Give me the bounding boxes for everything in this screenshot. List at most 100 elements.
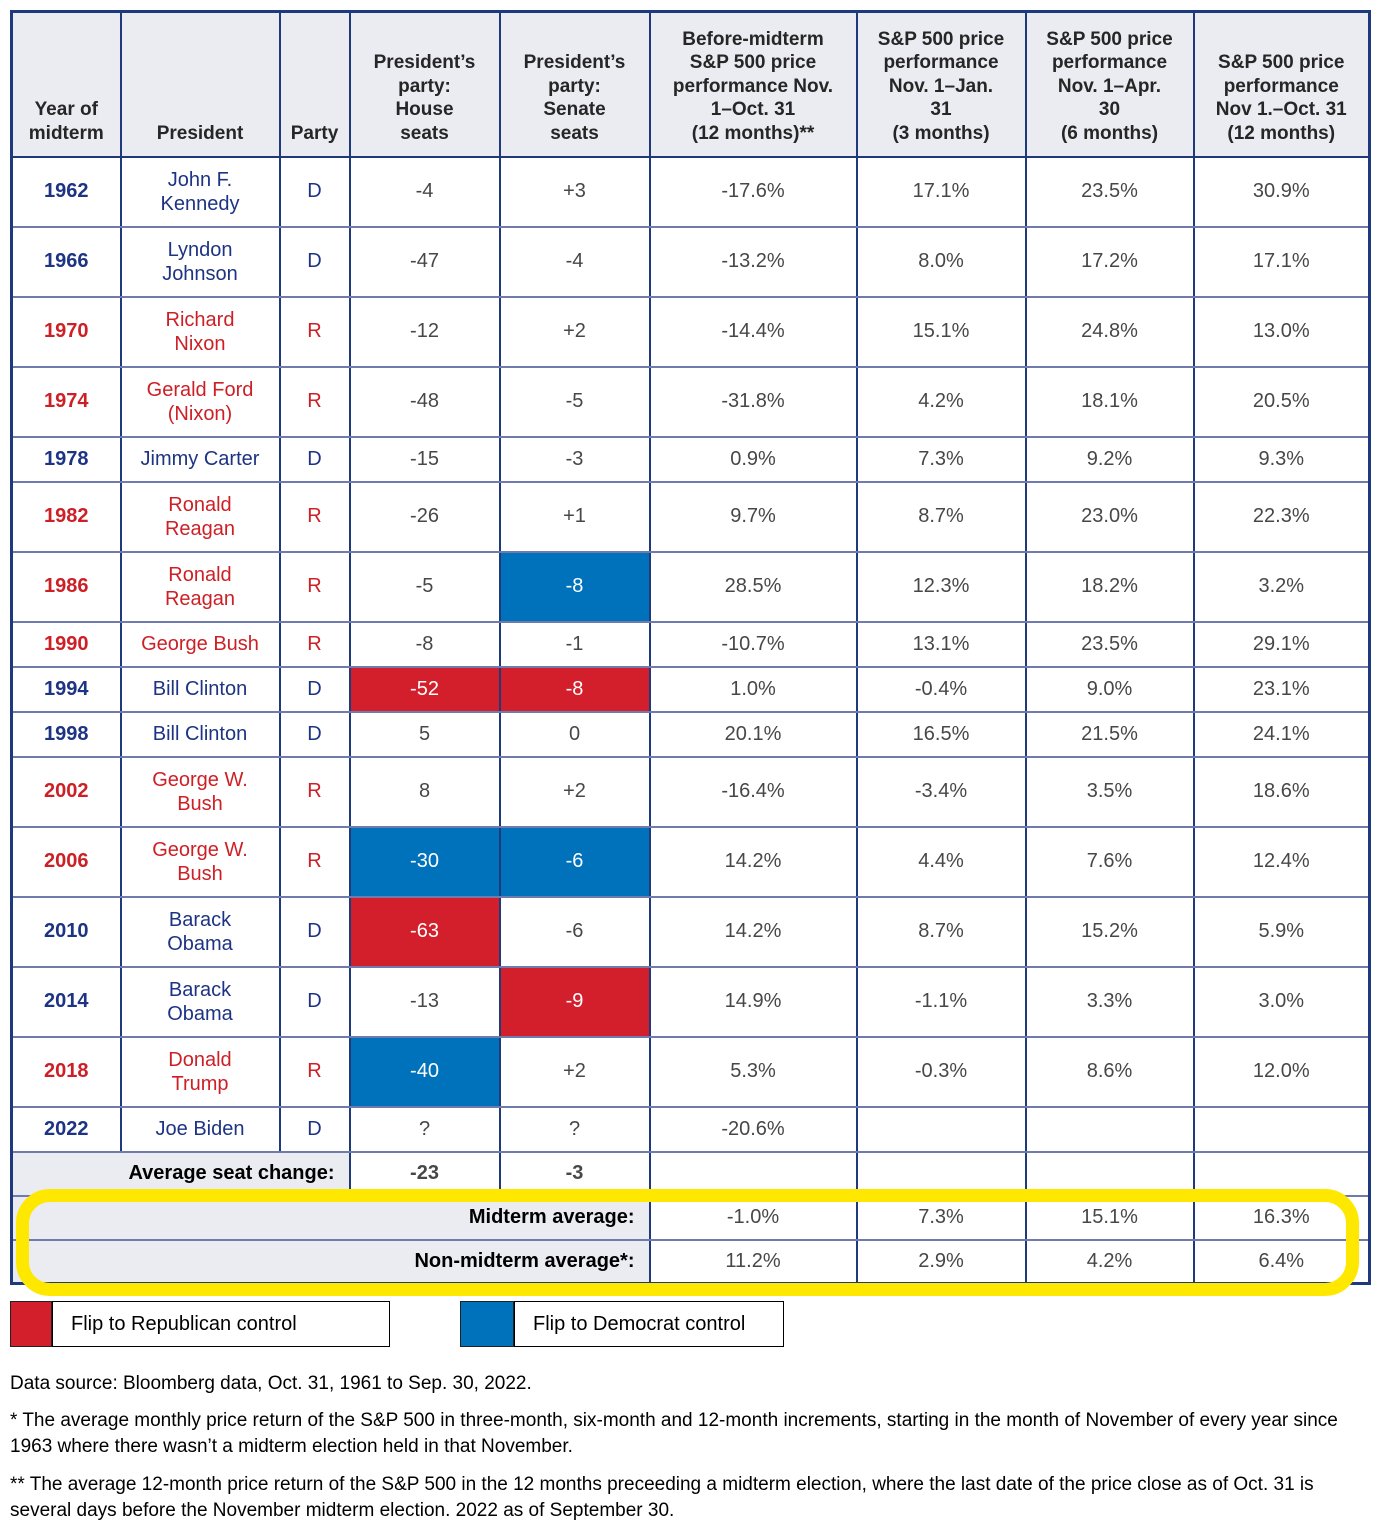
senate-seats-cell: +2 — [498, 1035, 651, 1108]
table-row: 1998 Bill Clinton D 5 0 20.1% 16.5% 21.5% 24.1% — [10, 710, 1371, 758]
senate-seats-cell: +1 — [498, 480, 651, 553]
column-header: Before-midterm S&P 500 price performance… — [648, 10, 858, 158]
performance-cell: 9.2% — [1024, 435, 1195, 483]
year-cell: 1970 — [10, 295, 122, 368]
footnote-star: * The average monthly price return of th… — [10, 1410, 1338, 1457]
house-seats-cell: -4 — [348, 155, 501, 228]
performance-cell: 3.5% — [1024, 755, 1195, 828]
legend-swatch-republican — [10, 1301, 52, 1347]
performance-cell: 4.2% — [855, 365, 1027, 438]
column-header: S&P 500 price performance Nov. 1–Apr. 30… — [1024, 10, 1195, 158]
senate-seats-cell: -9 — [498, 965, 651, 1038]
senate-seats-cell: -1 — [498, 620, 651, 668]
column-header: S&P 500 price performance Nov. 1–Jan. 31… — [855, 10, 1027, 158]
president-cell: Barack Obama — [119, 895, 281, 968]
performance-cell: 22.3% — [1192, 480, 1371, 553]
performance-cell: 5.3% — [648, 1035, 858, 1108]
legend-label-republican: Flip to Republican control — [52, 1301, 390, 1347]
house-seats-cell: -15 — [348, 435, 501, 483]
year-cell: 1966 — [10, 225, 122, 298]
senate-seats-cell: -8 — [498, 665, 651, 713]
year-cell: 1994 — [10, 665, 122, 713]
performance-cell: 18.1% — [1024, 365, 1195, 438]
header-row: Year of midterm President Party President’s… — [10, 10, 1371, 158]
performance-cell: 17.2% — [1024, 225, 1195, 298]
non-midterm-average-row: Non-midterm average*: 11.2% 2.9% 4.2% 6.4% — [10, 1238, 1371, 1285]
house-seats-cell: -12 — [348, 295, 501, 368]
year-cell: 1990 — [10, 620, 122, 668]
table-row: 2002 George W. Bush R 8 +2 -16.4% -3.4% 3.5% 18.… — [10, 755, 1371, 828]
performance-cell: 3.3% — [1024, 965, 1195, 1038]
house-seats-cell: -52 — [348, 665, 501, 713]
performance-cell: 12.4% — [1192, 825, 1371, 898]
performance-cell: 23.0% — [1024, 480, 1195, 553]
performance-cell — [1024, 1105, 1195, 1153]
performance-cell: 13.1% — [855, 620, 1027, 668]
president-cell: Jimmy Carter — [119, 435, 281, 483]
year-cell: 2018 — [10, 1035, 122, 1108]
performance-cell: 12.0% — [1192, 1035, 1371, 1108]
midterm-average-value: -1.0% — [648, 1194, 858, 1241]
president-cell: Barack Obama — [119, 965, 281, 1038]
performance-cell: 30.9% — [1192, 155, 1371, 228]
party-cell: D — [278, 1105, 351, 1153]
house-seats-cell: -40 — [348, 1035, 501, 1108]
president-cell: Bill Clinton — [119, 665, 281, 713]
performance-cell: 9.3% — [1192, 435, 1371, 483]
midterm-average-row: Midterm average: -1.0% 7.3% 15.1% 16.3% — [10, 1194, 1371, 1241]
performance-cell: 15.2% — [1024, 895, 1195, 968]
performance-cell: -3.4% — [855, 755, 1027, 828]
party-cell: D — [278, 665, 351, 713]
performance-cell: 9.7% — [648, 480, 858, 553]
column-header: President’s party: House seats — [348, 10, 501, 158]
data-source-note: Data source: Bloomberg data, Oct. 31, 19… — [10, 1373, 532, 1394]
house-seats-cell: -30 — [348, 825, 501, 898]
year-cell: 1986 — [10, 550, 122, 623]
legend-item-democrat: Flip to Democrat control — [460, 1301, 784, 1347]
table-row: 1966 Lyndon Johnson D -47 -4 -13.2% 8.0% 17.2% 1… — [10, 225, 1371, 298]
house-seats-cell: -26 — [348, 480, 501, 553]
table-row: 2014 Barack Obama D -13 -9 14.9% -1.1% 3.3% 3.0% — [10, 965, 1371, 1038]
table-row: 1986 Ronald Reagan R -5 -8 28.5% 12.3% 18.2% 3.2… — [10, 550, 1371, 623]
performance-cell: 17.1% — [1192, 225, 1371, 298]
performance-cell: -0.4% — [855, 665, 1027, 713]
performance-cell: 17.1% — [855, 155, 1027, 228]
house-seats-cell: -13 — [348, 965, 501, 1038]
president-cell: Ronald Reagan — [119, 550, 281, 623]
performance-cell: -10.7% — [648, 620, 858, 668]
house-seats-cell: -63 — [348, 895, 501, 968]
year-cell: 2014 — [10, 965, 122, 1038]
senate-seats-cell: -3 — [498, 435, 651, 483]
performance-cell: 20.5% — [1192, 365, 1371, 438]
president-cell: George Bush — [119, 620, 281, 668]
column-header: S&P 500 price performance Nov 1.–Oct. 31… — [1192, 10, 1371, 158]
midterm-average-value: 7.3% — [855, 1194, 1027, 1241]
year-cell: 2006 — [10, 825, 122, 898]
house-seats-cell: -8 — [348, 620, 501, 668]
house-seats-cell: 8 — [348, 755, 501, 828]
senate-seats-cell: 0 — [498, 710, 651, 758]
midterm-performance-table: Year of midterm President Party President’s… — [10, 10, 1371, 1285]
performance-cell: 28.5% — [648, 550, 858, 623]
performance-cell: 8.6% — [1024, 1035, 1195, 1108]
party-cell: D — [278, 225, 351, 298]
table-row: 2022 Joe Biden D?? -20.6% — [10, 1105, 1371, 1153]
empty-cell — [648, 1150, 858, 1197]
performance-cell: -16.4% — [648, 755, 858, 828]
performance-cell: 9.0% — [1024, 665, 1195, 713]
midterm-average-label: Midterm average: — [10, 1194, 651, 1241]
footnote-double-star: ** The average 12-month price return of … — [10, 1474, 1314, 1521]
performance-cell: 14.2% — [648, 895, 858, 968]
president-cell: Donald Trump — [119, 1035, 281, 1108]
year-cell: 1962 — [10, 155, 122, 228]
table-body: 1962 John F. Kennedy D -4 +3 -17.6% 17.1% 23.5%… — [10, 155, 1371, 1285]
senate-seats-cell: +2 — [498, 755, 651, 828]
party-cell: D — [278, 965, 351, 1038]
house-seats-cell: 5 — [348, 710, 501, 758]
president-cell: Ronald Reagan — [119, 480, 281, 553]
performance-cell: 21.5% — [1024, 710, 1195, 758]
party-cell: R — [278, 550, 351, 623]
performance-cell: 23.1% — [1192, 665, 1371, 713]
non-midterm-average-value: 4.2% — [1024, 1238, 1195, 1285]
